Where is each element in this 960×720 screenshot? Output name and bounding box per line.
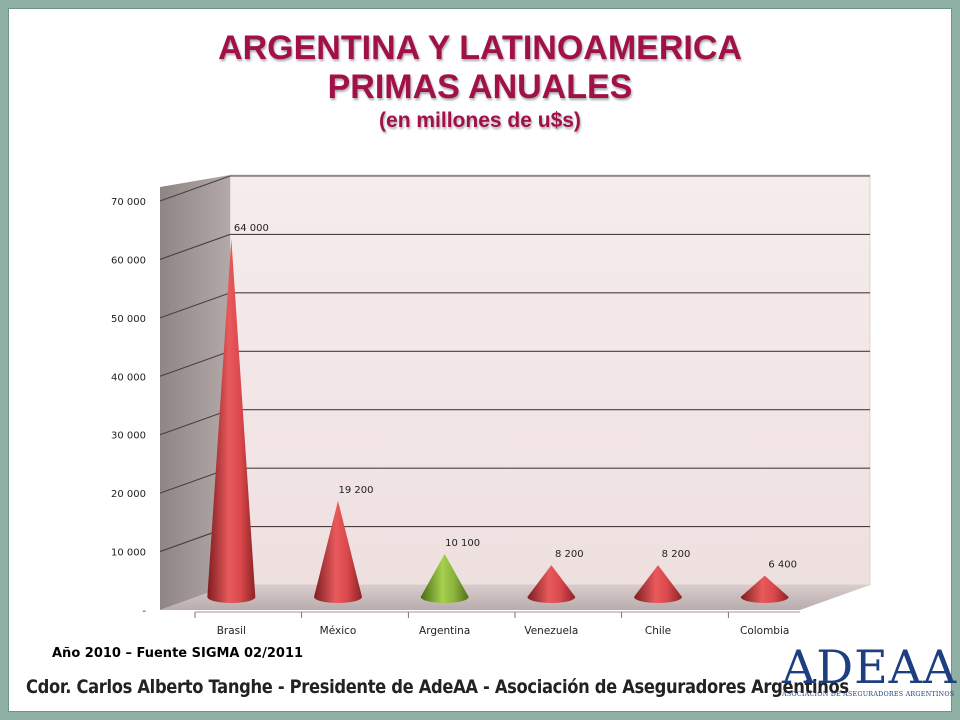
title-line-2: PRIMAS ANUALES [327, 68, 633, 106]
x-category-label: México [320, 625, 357, 637]
gridline-side [159, 175, 231, 202]
logo-mark: ADEAA [782, 640, 958, 694]
cone-body [207, 239, 256, 604]
adeaa-logo: ADEAA ASOCIACIÓN DE ASEGURADORES ARGENTI… [782, 640, 958, 698]
cone-bar [634, 565, 682, 603]
presenter-credit: Cdor. Carlos Alberto Tanghe - Presidente… [26, 676, 849, 698]
title-line-3: (en millones de u$s) [379, 109, 581, 132]
cone-body [740, 575, 789, 603]
x-category-label: Argentina [419, 625, 470, 637]
gridline-side [159, 409, 231, 436]
cone-bar [527, 565, 576, 603]
x-category-label: Colombia [740, 625, 789, 637]
data-label: 6 400 [768, 560, 797, 571]
cone-body [527, 565, 576, 603]
y-tick-label: 30 000 [111, 431, 146, 442]
gridline-side [159, 233, 231, 260]
title-line-1: ARGENTINA Y LATINOAMERICA [218, 29, 742, 67]
cone-body [314, 500, 362, 603]
x-category-label: Venezuela [524, 625, 578, 637]
x-category-label: Brasil [217, 625, 246, 637]
chart-back-wall [229, 174, 871, 586]
cone-bar [314, 500, 362, 603]
source-footnote: Año 2010 – Fuente SIGMA 02/2011 [52, 646, 304, 661]
y-tick-label: 10 000 [111, 548, 146, 559]
data-label: 8 200 [555, 549, 584, 560]
cone-body [634, 565, 682, 603]
y-tick-label: 60 000 [111, 255, 146, 266]
cone-bar [207, 239, 256, 604]
cone-bar [740, 575, 789, 603]
data-label: 64 000 [234, 223, 269, 234]
y-tick-label: 20 000 [111, 489, 146, 500]
chart-side-wall [160, 175, 230, 610]
data-label: 19 200 [339, 485, 374, 496]
gridline-side [159, 350, 231, 377]
gridline-side [159, 292, 231, 319]
y-tick-label: 70 000 [111, 197, 146, 208]
slide-title: ARGENTINA Y LATINOAMERICA PRIMAS ANUALES… [0, 28, 960, 136]
y-tick-label: 50 000 [111, 314, 146, 325]
y-tick-label: 40 000 [111, 372, 146, 383]
y-tick-label: - [142, 606, 146, 617]
x-category-label: Chile [645, 625, 671, 637]
cone-bar [420, 553, 469, 603]
logo-subtitle: ASOCIACIÓN DE ASEGURADORES ARGENTINOS [782, 690, 955, 698]
cone-body [420, 553, 469, 603]
data-label: 8 200 [662, 549, 691, 560]
data-label: 10 100 [445, 538, 480, 549]
